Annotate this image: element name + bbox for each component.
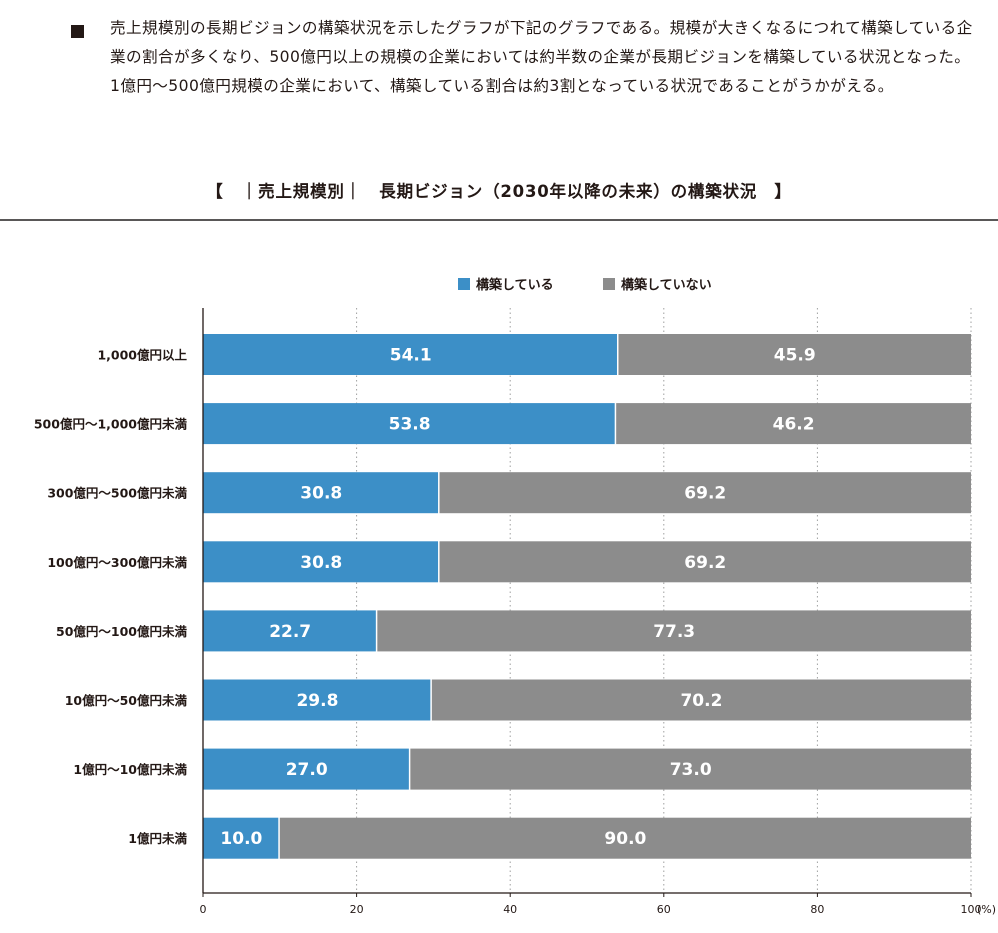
legend-label-built: 構築している — [476, 277, 554, 293]
bar-not-built-3 — [439, 541, 971, 583]
x-unit-label: (%) — [977, 903, 996, 916]
data-label-not-built-3: 69.2 — [684, 553, 726, 573]
data-label-built-2: 30.8 — [300, 484, 342, 504]
bar-built-0 — [203, 334, 617, 375]
legend-swatch-built — [458, 278, 470, 290]
bar-not-built-4 — [377, 610, 971, 652]
bar-built-5 — [203, 679, 431, 721]
data-label-not-built-2: 69.2 — [684, 484, 726, 504]
x-tick-label-20: 20 — [350, 903, 364, 916]
category-label-4: 50億円～100億円未満 — [56, 624, 187, 639]
data-label-not-built-6: 73.0 — [670, 760, 712, 780]
bar-built-4 — [203, 610, 376, 652]
category-label-5: 10億円～50億円未満 — [65, 693, 188, 708]
legend-swatch-not-built — [603, 278, 615, 290]
data-label-not-built-4: 77.3 — [653, 622, 695, 642]
chart-title: 【 ｜売上規模別｜ 長期ビジョン（2030年以降の未来）の構築状況 】 — [206, 182, 792, 201]
category-label-1: 500億円～1,000億円未満 — [34, 417, 188, 432]
bar-built-3 — [203, 541, 439, 583]
bar-built-7 — [203, 817, 279, 859]
intro-paragraph: 売上規模別の長期ビジョンの構築状況を示したグラフが下記のグラフである。規模が大き… — [110, 19, 973, 95]
data-label-not-built-7: 90.0 — [604, 829, 646, 849]
x-tick-label-60: 60 — [657, 903, 671, 916]
category-label-0: 1,000億円以上 — [97, 348, 187, 363]
data-label-not-built-1: 46.2 — [773, 415, 815, 435]
data-label-built-4: 22.7 — [269, 622, 311, 642]
bar-built-1 — [203, 403, 615, 445]
legend-label-not-built: 構築していない — [621, 277, 712, 293]
bullet-square-icon — [71, 25, 84, 38]
bar-built-6 — [203, 748, 409, 790]
x-tick-label-0: 0 — [200, 903, 207, 916]
bar-not-built-2 — [439, 472, 971, 514]
category-label-7: 1億円未満 — [128, 831, 187, 846]
data-label-built-7: 10.0 — [220, 829, 262, 849]
category-label-3: 100億円～300億円未満 — [47, 555, 187, 570]
data-label-built-1: 53.8 — [389, 415, 431, 435]
data-label-not-built-0: 45.9 — [774, 346, 816, 366]
data-label-built-6: 27.0 — [286, 760, 328, 780]
bar-built-2 — [203, 472, 439, 514]
bar-not-built-0 — [618, 334, 971, 375]
data-label-built-3: 30.8 — [300, 553, 342, 573]
x-tick-label-100: 100 — [961, 903, 982, 916]
bar-not-built-5 — [431, 679, 971, 721]
x-tick-label-80: 80 — [810, 903, 824, 916]
data-label-not-built-5: 70.2 — [680, 691, 722, 711]
bar-not-built-7 — [279, 817, 971, 859]
data-label-built-5: 29.8 — [296, 691, 338, 711]
title-divider — [0, 219, 998, 221]
bar-not-built-1 — [616, 403, 971, 445]
data-label-built-0: 54.1 — [390, 346, 432, 366]
category-label-2: 300億円～500億円未満 — [47, 486, 187, 501]
x-tick-label-40: 40 — [503, 903, 517, 916]
category-label-6: 1億円～10億円未満 — [73, 762, 187, 777]
bar-not-built-6 — [410, 748, 971, 790]
